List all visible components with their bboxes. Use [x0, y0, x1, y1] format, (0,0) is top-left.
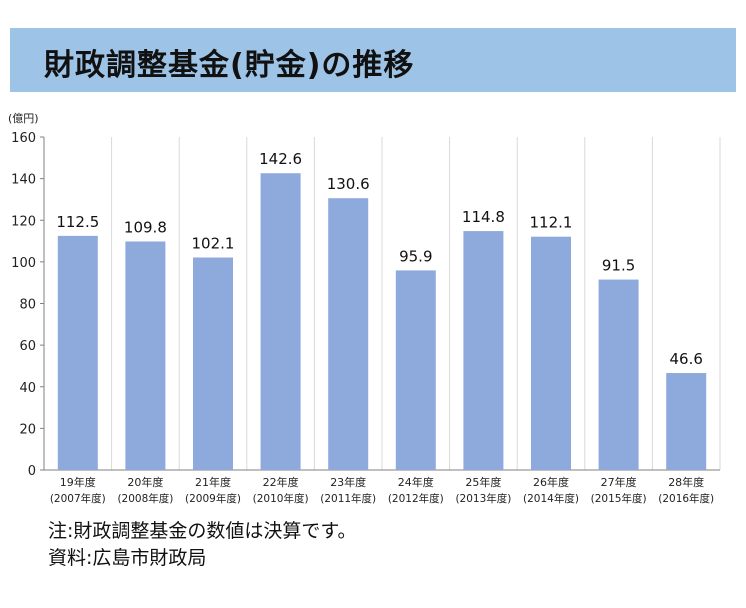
y-axis-label: (億円) [8, 112, 39, 125]
y-tick-label: 100 [11, 256, 36, 271]
bar [463, 231, 504, 470]
bar [125, 241, 166, 470]
x-tick-label: 20年度 [127, 475, 163, 489]
x-tick-label: 27年度 [601, 475, 637, 489]
data-label: 112.5 [56, 213, 99, 231]
x-tick-label-year: (2008年度) [117, 492, 173, 505]
y-tick-label: 60 [19, 339, 36, 354]
x-tick-label-year: (2012年度) [388, 492, 444, 505]
x-tick-label-year: (2016年度) [658, 492, 714, 505]
y-tick-label: 80 [19, 298, 36, 313]
x-tick-label: 22年度 [263, 475, 299, 489]
x-tick-label-year: (2013年度) [455, 492, 511, 505]
footnotes: 注:財政調整基金の数値は決算です。 資料:広島市財政局 [48, 518, 357, 572]
y-tick-label: 0 [28, 464, 36, 479]
x-tick-label: 24年度 [398, 475, 434, 489]
data-label: 91.5 [602, 257, 635, 275]
x-tick-label-year: (2010年度) [253, 492, 309, 505]
bar [531, 236, 571, 470]
y-tick-label: 40 [19, 381, 36, 396]
x-tick-label: 21年度 [195, 475, 231, 489]
y-tick-label: 120 [11, 214, 36, 229]
bar [328, 198, 369, 470]
bar [57, 235, 98, 470]
chart-title: 財政調整基金(貯金)の推移 [44, 48, 415, 83]
x-tick-label: 23年度 [330, 475, 366, 489]
data-label: 130.6 [327, 175, 370, 193]
source-text: 資料:広島市財政局 [48, 547, 207, 569]
bar [395, 270, 436, 470]
bar [260, 173, 301, 470]
x-tick-label-year: (2007年度) [50, 492, 106, 505]
data-label: 142.6 [259, 150, 302, 168]
data-label: 112.1 [530, 214, 573, 232]
x-tick-label: 25年度 [465, 475, 501, 489]
x-tick-label: 19年度 [60, 475, 96, 489]
data-label: 102.1 [192, 235, 235, 253]
bar [193, 257, 233, 470]
y-tick-label: 160 [11, 131, 36, 146]
bar [666, 373, 707, 470]
note-text: 注:財政調整基金の数値は決算です。 [48, 520, 357, 542]
x-tick-label-year: (2011年度) [320, 492, 376, 505]
data-label: 46.6 [669, 350, 702, 368]
y-tick-label: 140 [11, 173, 36, 188]
data-label: 114.8 [462, 208, 505, 226]
x-tick-label: 26年度 [533, 475, 569, 489]
y-tick-label: 20 [19, 422, 36, 437]
x-tick-label-year: (2015年度) [591, 492, 647, 505]
data-label: 109.8 [124, 218, 167, 236]
data-label: 95.9 [399, 247, 432, 265]
title-banner: 財政調整基金(貯金)の推移 [10, 28, 736, 92]
x-tick-label-year: (2009年度) [185, 492, 241, 505]
bar [598, 279, 639, 470]
x-tick-label-year: (2014年度) [523, 492, 579, 505]
x-tick-label: 28年度 [668, 475, 704, 489]
